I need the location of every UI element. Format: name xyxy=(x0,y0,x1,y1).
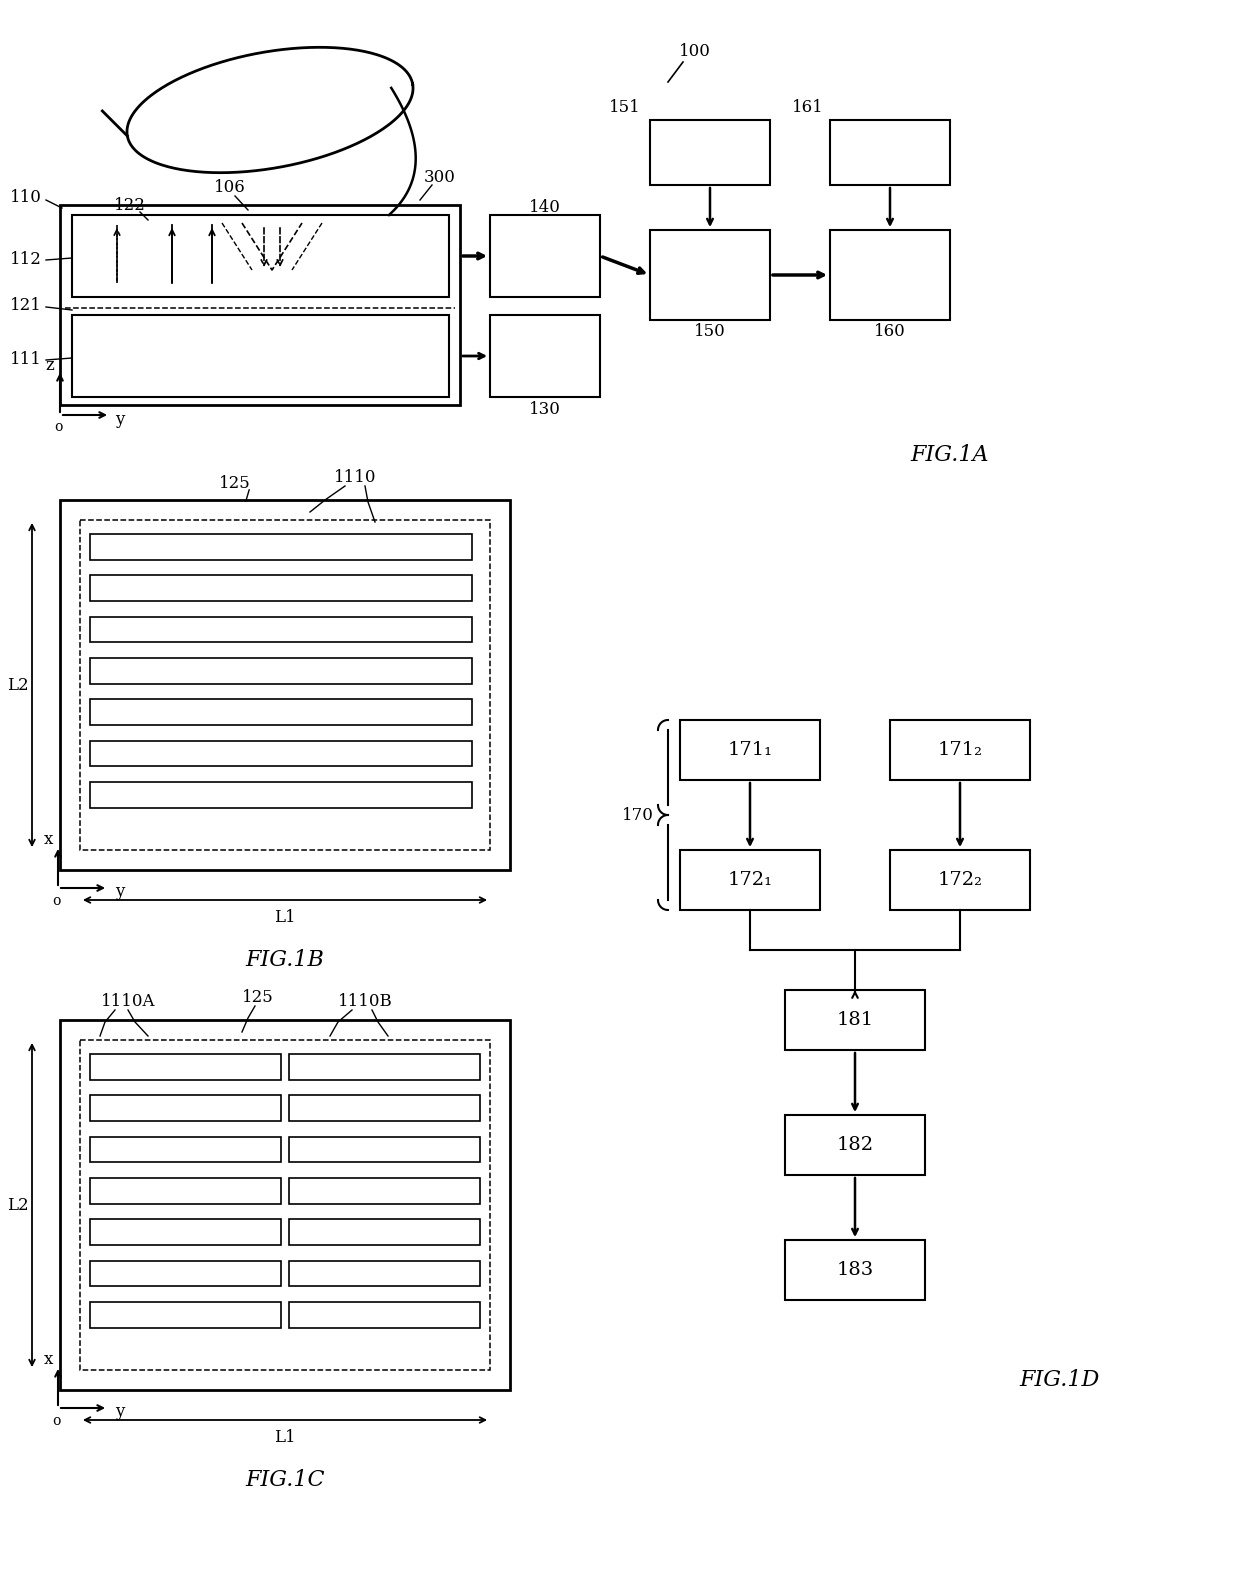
Bar xyxy=(72,314,449,397)
Bar xyxy=(91,1053,281,1079)
Text: 171₂: 171₂ xyxy=(937,741,982,760)
Bar xyxy=(289,1178,480,1203)
Bar xyxy=(81,1041,490,1369)
Bar xyxy=(91,658,472,683)
Bar xyxy=(890,851,1030,910)
Bar xyxy=(91,1302,281,1328)
Bar xyxy=(785,990,925,1050)
Bar xyxy=(680,851,820,910)
Text: 1110B: 1110B xyxy=(337,993,392,1010)
Text: 106: 106 xyxy=(215,179,246,196)
Text: 140: 140 xyxy=(529,200,560,217)
Text: FIG.1A: FIG.1A xyxy=(910,444,990,466)
Bar xyxy=(785,1240,925,1301)
Bar xyxy=(91,576,472,602)
Bar xyxy=(830,120,950,185)
Bar xyxy=(289,1053,480,1079)
Text: x: x xyxy=(43,1352,52,1368)
Text: 1110A: 1110A xyxy=(100,993,155,1010)
Text: 1110: 1110 xyxy=(334,469,376,487)
Bar xyxy=(91,1261,281,1286)
Text: 161: 161 xyxy=(792,99,823,117)
Text: 130: 130 xyxy=(529,402,560,418)
Text: L1: L1 xyxy=(274,1430,296,1446)
Bar xyxy=(91,1219,281,1245)
Text: o: o xyxy=(52,1414,61,1428)
Bar xyxy=(60,500,510,870)
Text: 183: 183 xyxy=(836,1261,874,1278)
Text: 150: 150 xyxy=(694,324,725,340)
Text: x: x xyxy=(43,832,52,849)
Bar xyxy=(890,720,1030,780)
Text: 181: 181 xyxy=(837,1010,873,1029)
Bar xyxy=(91,1136,281,1162)
Bar xyxy=(60,204,460,405)
Text: 125: 125 xyxy=(242,990,274,1007)
Text: o: o xyxy=(53,420,62,434)
Text: 300: 300 xyxy=(424,169,456,187)
Bar xyxy=(650,120,770,185)
Text: L2: L2 xyxy=(7,1197,29,1213)
Bar xyxy=(289,1302,480,1328)
Bar xyxy=(650,230,770,321)
Text: 182: 182 xyxy=(837,1136,873,1154)
Text: 170: 170 xyxy=(622,806,653,824)
Bar xyxy=(91,699,472,725)
Bar xyxy=(91,741,472,766)
Text: 112: 112 xyxy=(10,252,42,268)
Text: 172₂: 172₂ xyxy=(937,871,982,889)
Text: 172₁: 172₁ xyxy=(728,871,773,889)
Text: L2: L2 xyxy=(7,677,29,694)
Bar xyxy=(490,215,600,297)
Text: y: y xyxy=(115,410,125,428)
Text: FIG.1B: FIG.1B xyxy=(246,950,325,970)
Text: 151: 151 xyxy=(609,99,641,117)
Bar xyxy=(91,782,472,808)
Bar xyxy=(72,215,449,297)
Text: 110: 110 xyxy=(10,190,42,206)
Bar xyxy=(289,1219,480,1245)
Bar xyxy=(289,1095,480,1120)
Text: y: y xyxy=(115,884,125,900)
Bar xyxy=(91,616,472,642)
Bar xyxy=(785,1116,925,1175)
Text: 100: 100 xyxy=(680,43,711,61)
Text: 121: 121 xyxy=(10,297,42,313)
Text: FIG.1D: FIG.1D xyxy=(1019,1369,1100,1392)
Bar xyxy=(91,1178,281,1203)
Text: y: y xyxy=(115,1403,125,1420)
Text: 111: 111 xyxy=(10,351,42,369)
Bar xyxy=(490,314,600,397)
Bar xyxy=(680,720,820,780)
Text: 160: 160 xyxy=(874,324,906,340)
Text: z: z xyxy=(46,356,55,373)
Bar xyxy=(91,535,472,560)
Bar xyxy=(81,520,490,851)
Text: L1: L1 xyxy=(274,910,296,927)
Text: 122: 122 xyxy=(114,196,146,214)
Bar xyxy=(830,230,950,321)
Bar xyxy=(289,1261,480,1286)
Text: 171₁: 171₁ xyxy=(728,741,773,760)
Text: 125: 125 xyxy=(219,476,250,493)
Bar xyxy=(91,1095,281,1120)
Bar xyxy=(289,1136,480,1162)
Bar xyxy=(60,1020,510,1390)
Text: FIG.1C: FIG.1C xyxy=(246,1468,325,1491)
Text: o: o xyxy=(52,894,61,908)
